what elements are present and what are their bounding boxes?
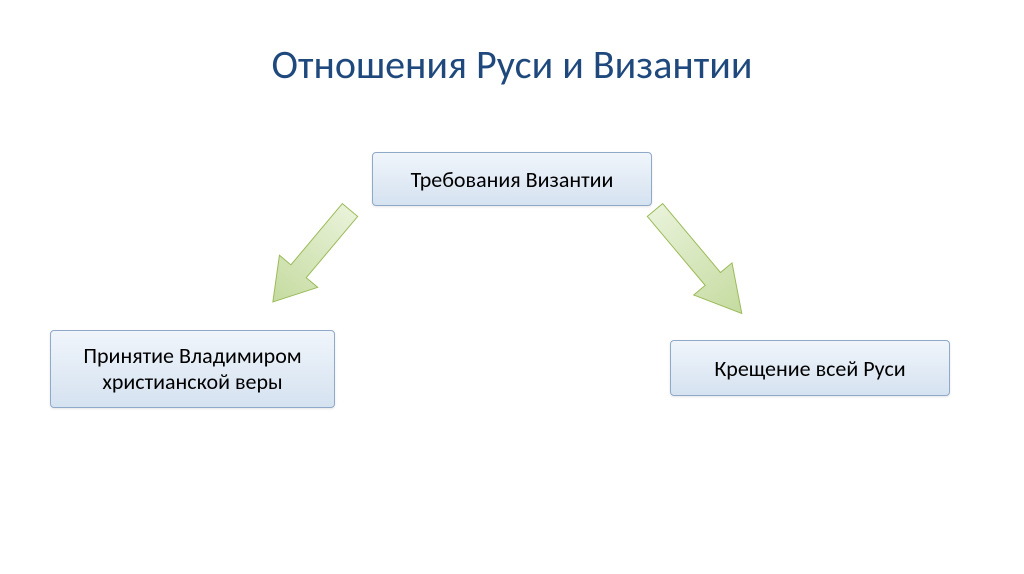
node-top-label: Требования Византии bbox=[411, 166, 614, 193]
node-left-label: Принятие Владимиром христианской веры bbox=[71, 343, 314, 396]
node-top: Требования Византии bbox=[372, 152, 652, 206]
arrow-right bbox=[605, 200, 785, 360]
diagram-title: Отношения Руси и Византии bbox=[272, 40, 753, 89]
arrow-left bbox=[260, 200, 420, 350]
